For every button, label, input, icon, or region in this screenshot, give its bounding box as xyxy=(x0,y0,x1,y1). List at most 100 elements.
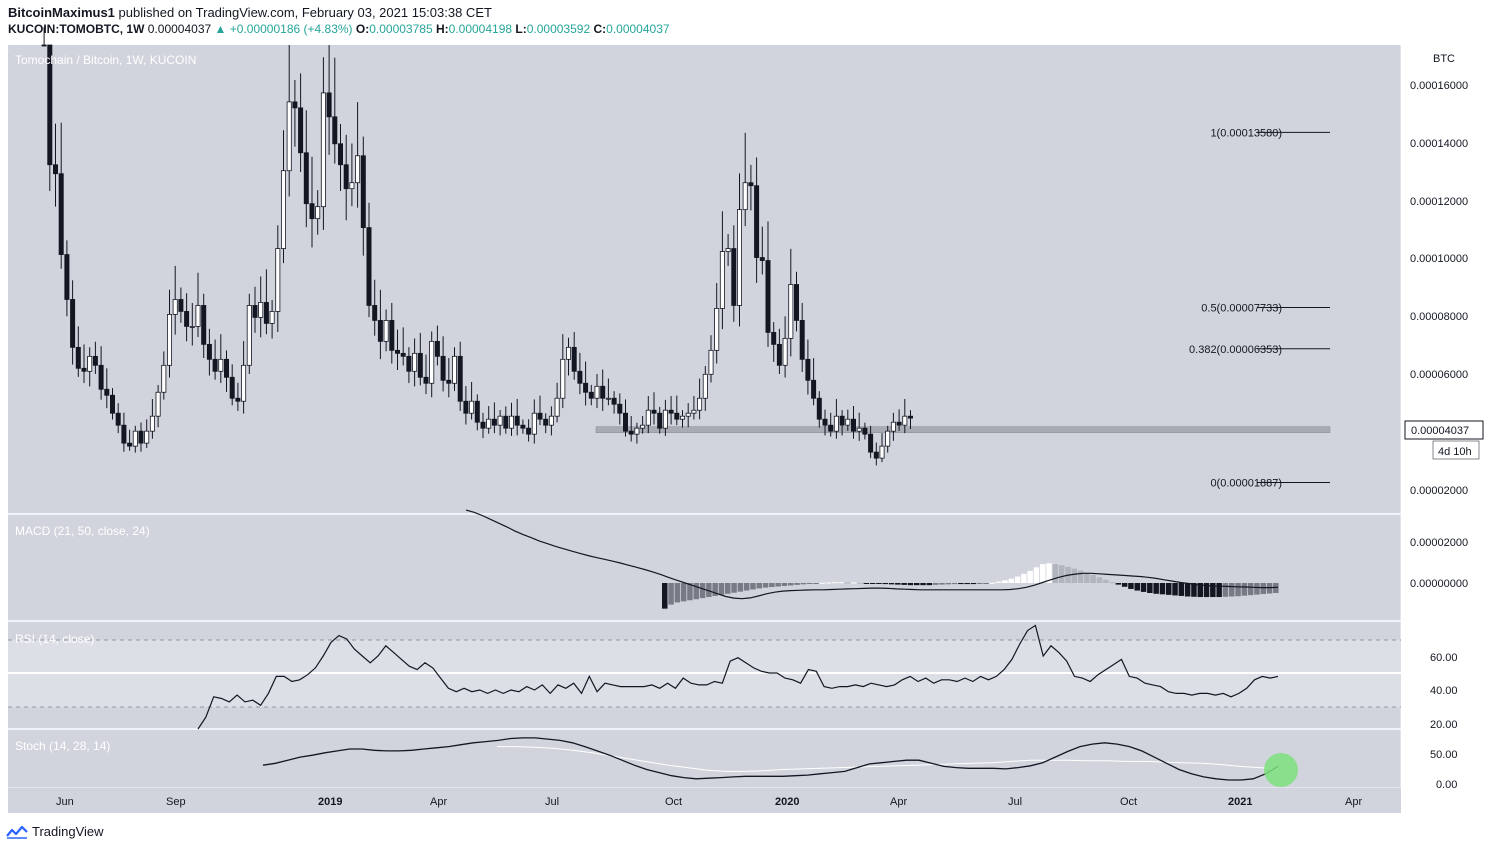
candle[interactable] xyxy=(651,409,657,414)
candle[interactable] xyxy=(320,92,326,208)
candle[interactable] xyxy=(292,101,298,109)
candle[interactable] xyxy=(776,343,782,366)
candle[interactable] xyxy=(429,340,435,384)
candle[interactable] xyxy=(355,155,361,184)
candle[interactable] xyxy=(349,182,355,190)
candle[interactable] xyxy=(737,209,743,306)
candle[interactable] xyxy=(822,418,828,426)
candle[interactable] xyxy=(708,349,714,375)
candle[interactable] xyxy=(309,203,315,220)
candle[interactable] xyxy=(229,376,235,399)
candle[interactable] xyxy=(788,284,794,339)
candle[interactable] xyxy=(406,355,412,372)
candle[interactable] xyxy=(526,427,532,435)
candle[interactable] xyxy=(566,346,572,360)
candle[interactable] xyxy=(412,352,418,372)
candle[interactable] xyxy=(246,305,252,366)
candle[interactable] xyxy=(53,164,59,175)
candle[interactable] xyxy=(343,164,349,190)
candle[interactable] xyxy=(195,305,201,327)
candle[interactable] xyxy=(241,364,247,402)
candle[interactable] xyxy=(423,376,429,384)
candle[interactable] xyxy=(315,206,321,220)
candle[interactable] xyxy=(640,424,646,429)
candle[interactable] xyxy=(908,415,914,419)
candle[interactable] xyxy=(337,143,343,166)
candle[interactable] xyxy=(366,227,372,306)
candle[interactable] xyxy=(326,92,332,118)
candle[interactable] xyxy=(520,424,526,429)
footer-brand[interactable]: TradingView xyxy=(6,824,104,839)
candle[interactable] xyxy=(828,424,834,432)
candle[interactable] xyxy=(680,415,686,420)
candle[interactable] xyxy=(332,116,338,145)
candle[interactable] xyxy=(759,257,765,261)
candle[interactable] xyxy=(400,352,406,357)
support-zone[interactable] xyxy=(595,426,1331,433)
candle[interactable] xyxy=(594,385,600,399)
candle[interactable] xyxy=(155,391,161,417)
candle[interactable] xyxy=(811,379,817,399)
candle[interactable] xyxy=(372,305,378,321)
candle[interactable] xyxy=(674,412,680,420)
candle[interactable] xyxy=(879,445,885,459)
candle[interactable] xyxy=(742,182,748,211)
candle[interactable] xyxy=(115,412,121,426)
candle[interactable] xyxy=(497,415,503,426)
candle[interactable] xyxy=(839,415,845,426)
candle[interactable] xyxy=(87,355,93,372)
candle[interactable] xyxy=(731,248,737,306)
candle[interactable] xyxy=(514,415,520,426)
candle[interactable] xyxy=(725,248,731,252)
candle[interactable] xyxy=(64,254,70,300)
candle[interactable] xyxy=(645,409,651,426)
candle[interactable] xyxy=(434,340,440,357)
candle[interactable] xyxy=(508,415,514,429)
candle[interactable] xyxy=(537,412,543,420)
candle[interactable] xyxy=(668,409,674,414)
candle[interactable] xyxy=(754,185,760,258)
candle[interactable] xyxy=(263,302,269,324)
candle[interactable] xyxy=(252,305,258,318)
candle[interactable] xyxy=(873,451,879,459)
candle[interactable] xyxy=(560,358,566,399)
candle[interactable] xyxy=(394,349,400,354)
candle[interactable] xyxy=(605,397,611,400)
candle[interactable] xyxy=(161,364,167,393)
candle[interactable] xyxy=(377,320,383,342)
candle[interactable] xyxy=(554,397,560,417)
candle[interactable] xyxy=(463,400,469,414)
candle[interactable] xyxy=(201,305,207,345)
candle[interactable] xyxy=(41,44,47,47)
candle[interactable] xyxy=(81,367,87,372)
candle[interactable] xyxy=(885,430,891,447)
candle[interactable] xyxy=(691,409,697,414)
candle[interactable] xyxy=(890,421,896,432)
candle[interactable] xyxy=(862,427,868,435)
author-name[interactable]: BitcoinMaximus1 xyxy=(8,5,115,20)
candle[interactable] xyxy=(98,364,104,390)
candle[interactable] xyxy=(58,173,64,255)
candle[interactable] xyxy=(771,331,777,345)
candle[interactable] xyxy=(486,418,492,429)
candle[interactable] xyxy=(286,101,292,172)
candle[interactable] xyxy=(110,394,116,414)
candle[interactable] xyxy=(611,397,617,405)
candle[interactable] xyxy=(868,433,874,453)
candle[interactable] xyxy=(799,320,805,360)
candle[interactable] xyxy=(166,314,172,366)
symbol-label[interactable]: KUCOIN:TOMOBTC, 1W xyxy=(8,22,145,36)
candle[interactable] xyxy=(275,248,281,312)
candle[interactable] xyxy=(144,430,150,444)
candle[interactable] xyxy=(223,358,229,378)
candle[interactable] xyxy=(178,299,184,312)
candle[interactable] xyxy=(623,412,629,432)
candle[interactable] xyxy=(104,388,110,396)
candle[interactable] xyxy=(127,442,133,447)
candle[interactable] xyxy=(474,400,480,423)
candle[interactable] xyxy=(702,373,708,399)
candle[interactable] xyxy=(543,418,549,426)
candle[interactable] xyxy=(417,352,423,378)
candle[interactable] xyxy=(389,320,395,351)
candle[interactable] xyxy=(634,427,640,435)
